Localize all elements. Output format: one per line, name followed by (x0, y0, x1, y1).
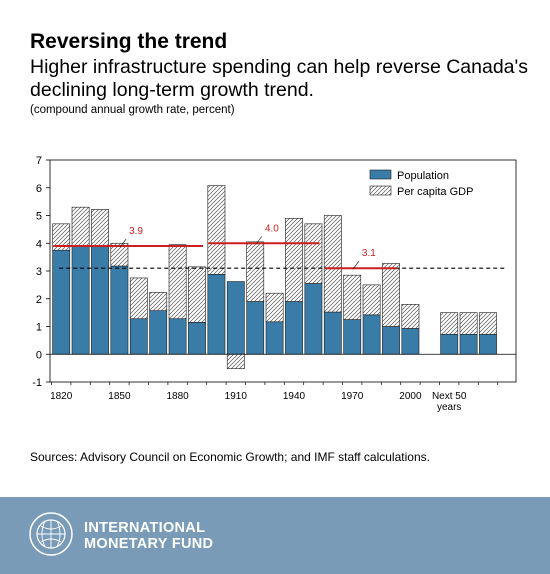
per-capita-gdp-bar (110, 242, 129, 267)
source-note: Sources: Advisory Council on Economic Gr… (30, 450, 430, 464)
y-tick-label: 3 (36, 266, 42, 278)
per-capita-gdp-bar (343, 274, 362, 320)
legend-gdp-label: Per capita GDP (397, 186, 473, 198)
x-tick-label: 1970 (341, 391, 364, 402)
per-capita-gdp-bar (479, 312, 497, 335)
unit-note: (compound annual growth rate, percent) (30, 104, 235, 116)
y-tick-label: -1 (32, 377, 42, 389)
population-bar (304, 283, 323, 355)
population-bar (459, 333, 478, 355)
per-capita-gdp-bar (168, 244, 187, 320)
y-tick-label: 5 (36, 211, 42, 223)
x-tick-label: 1880 (166, 391, 189, 402)
per-capita-gdp-bar (362, 284, 381, 316)
population-bar (362, 314, 381, 355)
population-bar (440, 333, 459, 355)
x-tick-label: 1910 (225, 391, 248, 402)
per-capita-gdp-bar (382, 263, 400, 327)
population-bar (265, 321, 284, 355)
population-bar (382, 326, 400, 355)
reference-leader (352, 261, 360, 270)
reference-leader (119, 238, 127, 248)
y-tick-label: 0 (36, 349, 42, 361)
per-capita-gdp-bar (91, 209, 109, 247)
per-capita-gdp-bar (149, 292, 168, 311)
reference-label: 3.9 (129, 226, 143, 237)
y-tick-label: 1 (36, 322, 42, 334)
per-capita-gdp-bar (401, 304, 420, 329)
y-tick-label: 2 (36, 294, 42, 306)
legend-population-swatch (369, 169, 392, 180)
bar-chart: -1 0 1 2 3 4 5 6 7 3.9 4.0 3.1 1820 1850 1880 1910 1940 1… (32, 155, 517, 413)
population-bar (323, 311, 342, 355)
x-tick-label: 2000 (399, 391, 422, 402)
per-capita-gdp-bar (265, 292, 284, 323)
per-capita-gdp-bar (129, 277, 148, 320)
reference-leader (255, 236, 263, 245)
population-bar (401, 328, 420, 355)
legend-population-label: Population (397, 170, 449, 182)
x-tick-label: Next 50 (432, 391, 467, 402)
population-bar (479, 333, 497, 355)
reference-label: 4.0 (265, 223, 279, 234)
population-bar (343, 319, 362, 355)
y-tick-label: 4 (36, 238, 42, 250)
imf-seal-icon (29, 512, 73, 556)
per-capita-gdp-bar (246, 241, 265, 302)
per-capita-gdp-bar (323, 215, 342, 313)
legend-gdp-swatch (369, 185, 392, 196)
population-bar (226, 281, 245, 355)
per-capita-gdp-bar (207, 185, 226, 275)
per-capita-gdp-bar (440, 312, 459, 335)
population-bar (149, 310, 168, 355)
per-capita-gdp-bar (304, 223, 323, 284)
per-capita-gdp-bar (52, 223, 71, 251)
population-bar (91, 245, 109, 355)
chart-title: Reversing the trend (30, 30, 228, 53)
population-bar (110, 265, 129, 355)
y-tick-label: 7 (36, 155, 42, 167)
population-bar (188, 322, 206, 355)
population-bar (71, 245, 90, 355)
population-bar (207, 274, 226, 355)
population-bar (285, 301, 303, 355)
x-tick-label: 1850 (108, 391, 131, 402)
chart-subtitle: Higher infrastructure spending can help … (30, 56, 529, 101)
per-capita-gdp-bar (226, 353, 245, 369)
per-capita-gdp-bar (71, 206, 90, 246)
x-tick-label: 1820 (50, 391, 73, 402)
population-bar (52, 249, 71, 355)
org-name: INTERNATIONAL MONETARY FUND (84, 520, 213, 552)
per-capita-gdp-bar (459, 312, 478, 335)
population-bar (129, 318, 148, 355)
x-tick-label: 1940 (283, 391, 306, 402)
org-name-line2: MONETARY FUND (84, 536, 214, 552)
reference-label: 3.1 (362, 248, 376, 259)
x-tick-label: years (437, 402, 461, 413)
per-capita-gdp-bar (285, 217, 303, 302)
org-name-line1: INTERNATIONAL (84, 520, 206, 536)
per-capita-gdp-bar (188, 266, 206, 323)
population-bar (168, 318, 187, 355)
population-bar (246, 301, 265, 355)
y-tick-label: 6 (36, 183, 42, 195)
footer-bar: INTERNATIONAL MONETARY FUND (0, 497, 550, 574)
